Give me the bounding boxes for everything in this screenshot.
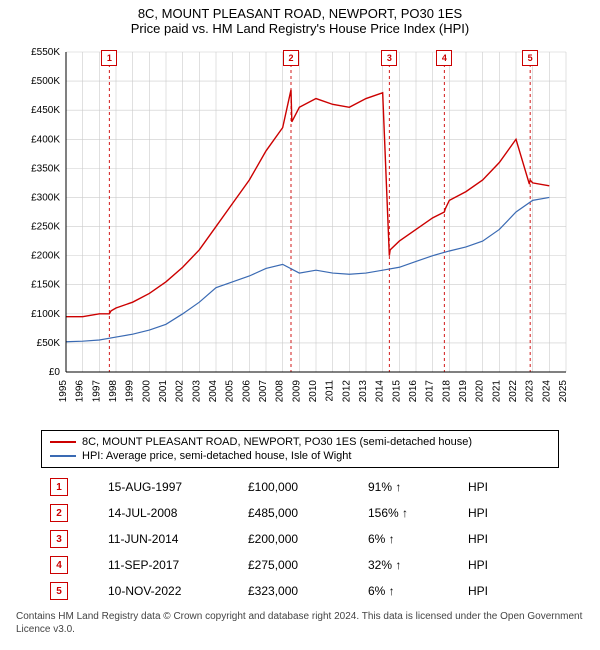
svg-text:2006: 2006 bbox=[241, 380, 252, 403]
svg-text:£200K: £200K bbox=[31, 251, 60, 262]
page-container: 8C, MOUNT PLEASANT ROAD, NEWPORT, PO30 1… bbox=[0, 0, 600, 648]
event-hpi-label: HPI bbox=[468, 506, 488, 520]
svg-text:2001: 2001 bbox=[158, 380, 169, 403]
event-row: 3 11-JUN-2014£200,0006% ↑HPI bbox=[50, 526, 550, 552]
svg-text:2007: 2007 bbox=[258, 380, 269, 403]
svg-text:1997: 1997 bbox=[91, 380, 102, 403]
svg-text:2010: 2010 bbox=[308, 380, 319, 403]
svg-text:2024: 2024 bbox=[541, 380, 552, 403]
legend-box: 8C, MOUNT PLEASANT ROAD, NEWPORT, PO30 1… bbox=[41, 430, 559, 468]
svg-text:2003: 2003 bbox=[191, 380, 202, 403]
svg-text:2011: 2011 bbox=[325, 380, 336, 402]
event-pct: 6% ↑ bbox=[368, 532, 468, 546]
svg-text:2017: 2017 bbox=[425, 380, 436, 403]
event-price: £100,000 bbox=[248, 480, 368, 494]
footnote-text: Contains HM Land Registry data © Crown c… bbox=[16, 610, 584, 636]
svg-text:£0: £0 bbox=[49, 367, 61, 378]
svg-text:2004: 2004 bbox=[208, 380, 219, 403]
svg-text:2008: 2008 bbox=[275, 380, 286, 403]
svg-text:2009: 2009 bbox=[291, 380, 302, 403]
svg-text:£250K: £250K bbox=[31, 222, 60, 233]
event-number-box: 1 bbox=[50, 478, 68, 496]
event-date: 14-JUL-2008 bbox=[108, 506, 248, 520]
event-marker-2: 2 bbox=[283, 50, 299, 66]
svg-text:£150K: £150K bbox=[31, 280, 60, 291]
event-marker-1: 1 bbox=[101, 50, 117, 66]
events-table: 115-AUG-1997£100,00091% ↑HPI214-JUL-2008… bbox=[50, 474, 550, 604]
event-pct: 156% ↑ bbox=[368, 506, 468, 520]
svg-text:2019: 2019 bbox=[458, 380, 469, 403]
event-number-box: 5 bbox=[50, 582, 68, 600]
event-date: 11-SEP-2017 bbox=[108, 558, 248, 572]
svg-text:2005: 2005 bbox=[225, 380, 236, 403]
legend-item-price: 8C, MOUNT PLEASANT ROAD, NEWPORT, PO30 1… bbox=[50, 435, 550, 449]
event-date: 15-AUG-1997 bbox=[108, 480, 248, 494]
event-price: £485,000 bbox=[248, 506, 368, 520]
event-marker-3: 3 bbox=[381, 50, 397, 66]
event-pct: 91% ↑ bbox=[368, 480, 468, 494]
legend-item-hpi: HPI: Average price, semi-detached house,… bbox=[50, 449, 550, 463]
svg-text:£100K: £100K bbox=[31, 309, 60, 320]
svg-text:1998: 1998 bbox=[108, 380, 119, 403]
svg-text:2014: 2014 bbox=[375, 380, 386, 403]
chart-svg: £0 £50K £100K £150K £200K £250K £300K £350K £400… bbox=[20, 42, 580, 422]
event-marker-4: 4 bbox=[436, 50, 452, 66]
event-pct: 6% ↑ bbox=[368, 584, 468, 598]
svg-text:2023: 2023 bbox=[525, 380, 536, 403]
event-number-box: 3 bbox=[50, 530, 68, 548]
svg-text:2018: 2018 bbox=[441, 380, 452, 403]
event-row: 5 10-NOV-2022£323,0006% ↑HPI bbox=[50, 578, 550, 604]
svg-text:1999: 1999 bbox=[125, 380, 136, 403]
event-number-box: 4 bbox=[50, 556, 68, 574]
event-hpi-label: HPI bbox=[468, 532, 488, 546]
svg-text:£300K: £300K bbox=[31, 192, 60, 203]
event-date: 10-NOV-2022 bbox=[108, 584, 248, 598]
svg-text:2022: 2022 bbox=[508, 380, 519, 403]
legend-label-price: 8C, MOUNT PLEASANT ROAD, NEWPORT, PO30 1… bbox=[82, 436, 472, 448]
event-hpi-label: HPI bbox=[468, 480, 488, 494]
svg-text:£400K: £400K bbox=[31, 134, 60, 145]
event-price: £323,000 bbox=[248, 584, 368, 598]
event-price: £275,000 bbox=[248, 558, 368, 572]
svg-text:2012: 2012 bbox=[341, 380, 352, 403]
event-pct: 32% ↑ bbox=[368, 558, 468, 572]
event-date: 11-JUN-2014 bbox=[108, 532, 248, 546]
event-hpi-label: HPI bbox=[468, 558, 488, 572]
svg-text:2025: 2025 bbox=[558, 380, 569, 403]
chart-subtitle: Price paid vs. HM Land Registry's House … bbox=[10, 21, 590, 36]
event-hpi-label: HPI bbox=[468, 584, 488, 598]
event-row: 1 15-AUG-1997£100,00091% ↑HPI bbox=[50, 474, 550, 500]
chart-title: 8C, MOUNT PLEASANT ROAD, NEWPORT, PO30 1… bbox=[10, 6, 590, 21]
svg-text:2021: 2021 bbox=[491, 380, 502, 403]
svg-text:2015: 2015 bbox=[391, 380, 402, 403]
svg-text:£350K: £350K bbox=[31, 163, 60, 174]
svg-text:2002: 2002 bbox=[175, 380, 186, 403]
svg-text:1996: 1996 bbox=[75, 380, 86, 403]
svg-text:£550K: £550K bbox=[31, 47, 60, 58]
event-row: 4 11-SEP-2017£275,00032% ↑HPI bbox=[50, 552, 550, 578]
svg-text:1995: 1995 bbox=[58, 380, 69, 403]
svg-text:2016: 2016 bbox=[408, 380, 419, 403]
svg-text:£450K: £450K bbox=[31, 105, 60, 116]
legend-label-hpi: HPI: Average price, semi-detached house,… bbox=[82, 450, 351, 462]
legend-swatch-hpi bbox=[50, 455, 76, 457]
legend-swatch-price bbox=[50, 441, 76, 443]
chart-area: £0 £50K £100K £150K £200K £250K £300K £350K £400… bbox=[20, 42, 580, 422]
event-number-box: 2 bbox=[50, 504, 68, 522]
svg-text:2020: 2020 bbox=[475, 380, 486, 403]
event-price: £200,000 bbox=[248, 532, 368, 546]
svg-text:2013: 2013 bbox=[358, 380, 369, 403]
svg-text:2000: 2000 bbox=[141, 380, 152, 403]
event-row: 2 14-JUL-2008£485,000156% ↑HPI bbox=[50, 500, 550, 526]
event-marker-5: 5 bbox=[522, 50, 538, 66]
svg-text:£500K: £500K bbox=[31, 76, 60, 87]
svg-text:£50K: £50K bbox=[37, 338, 61, 349]
